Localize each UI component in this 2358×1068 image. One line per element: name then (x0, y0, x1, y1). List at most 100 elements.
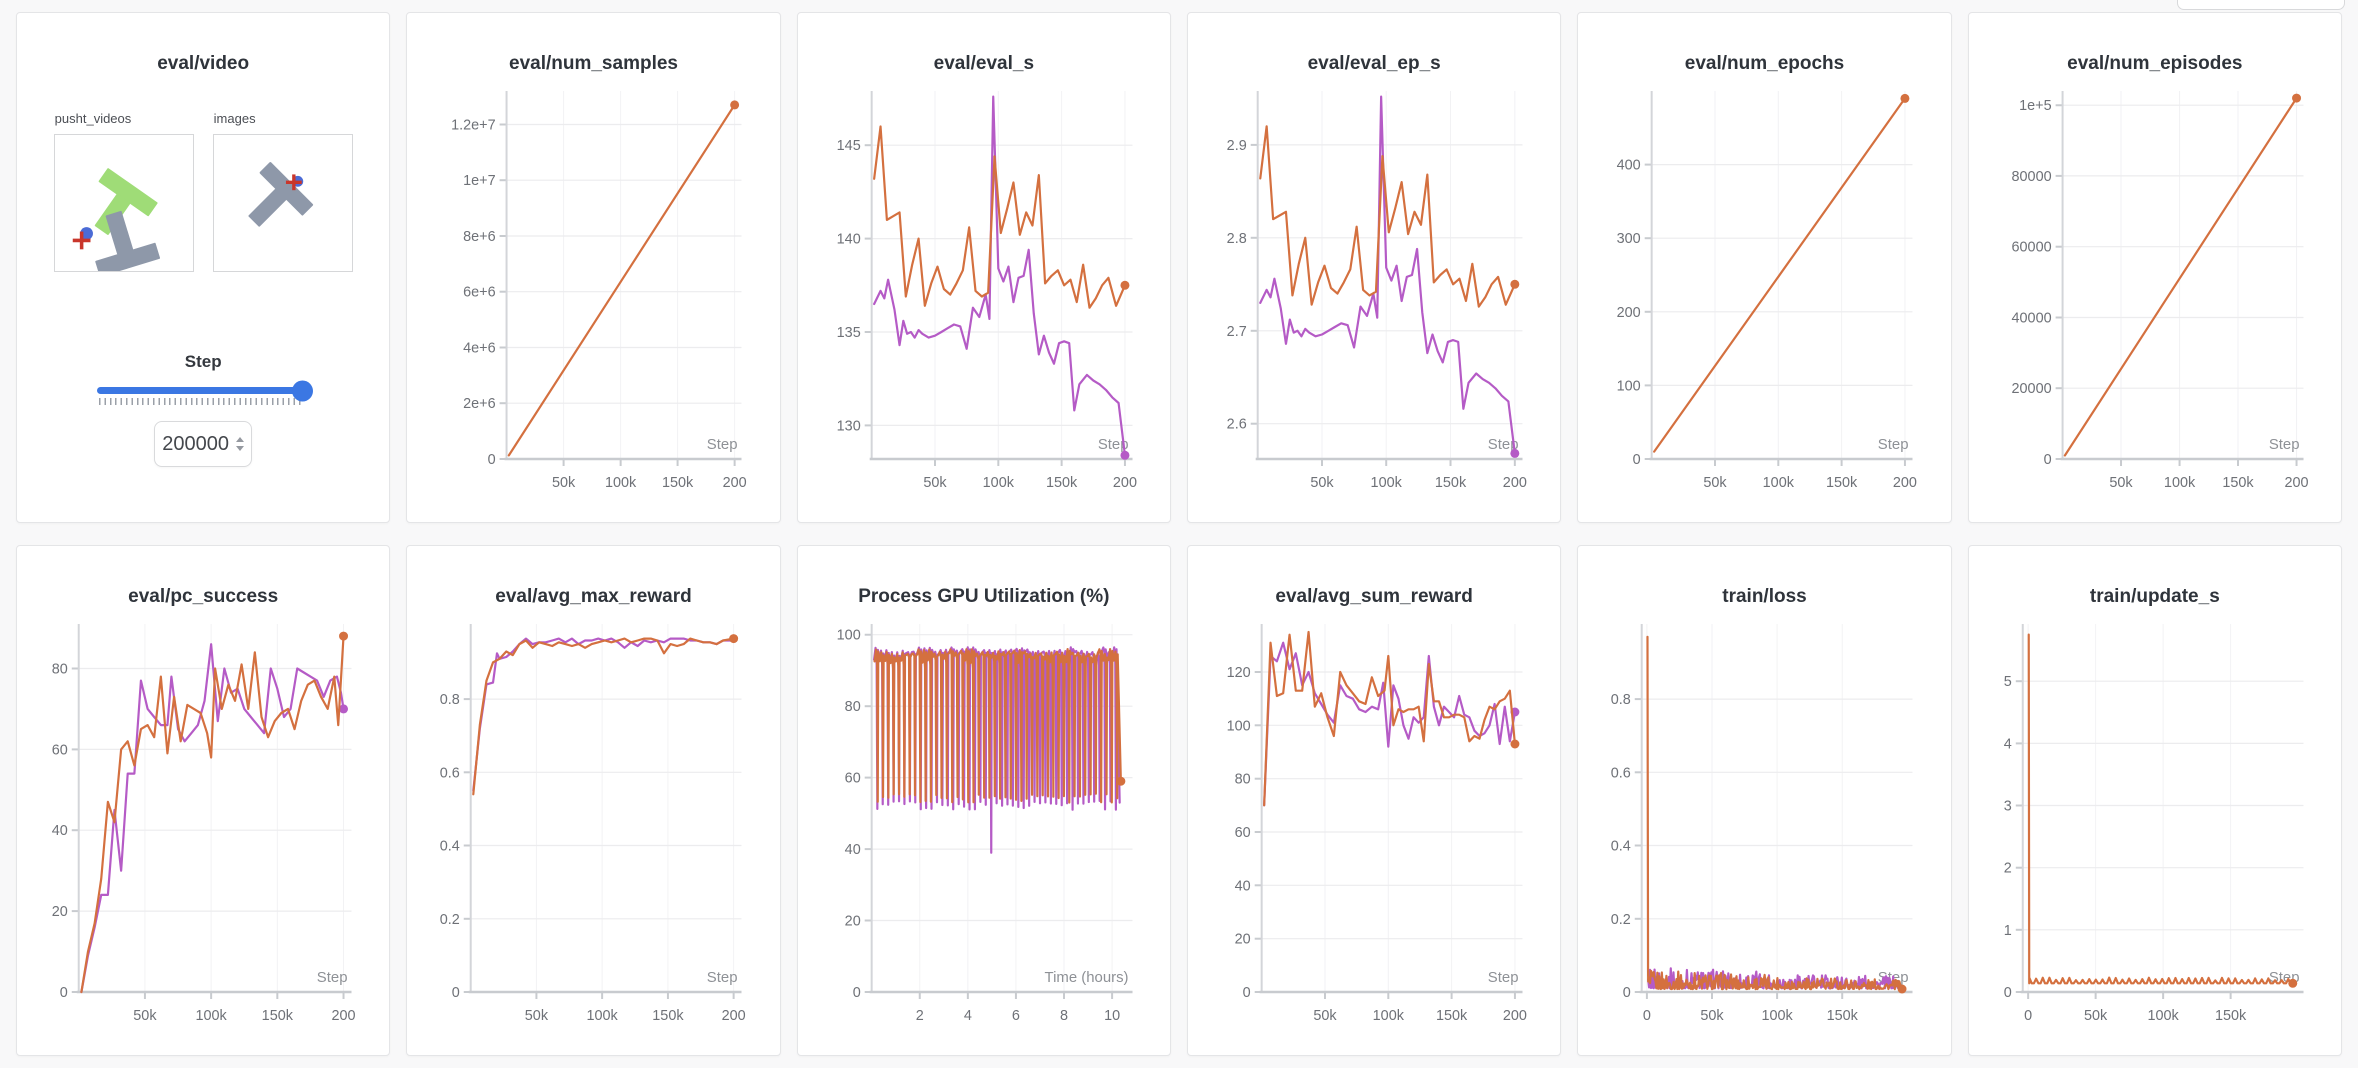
series-line-run-purple (1259, 95, 1516, 455)
x-tick-label: 100k (587, 1008, 619, 1024)
series-line-run-orange (872, 125, 1126, 309)
x-tick-label: 150k (2215, 1008, 2247, 1024)
x-tick-label: 100k (605, 475, 637, 491)
chart-plot-eval-num-samples[interactable]: 50k 100k 150k 200 0 2e+6 4e+6 6e+6 8e+6 1e+7 1.2e+… (407, 77, 779, 517)
chart-panel-eval-num-epochs: eval/num_epochs 50k 100k 150k 200 0 100 200 300… (1577, 12, 1952, 523)
x-tick-label: 2 (915, 1008, 923, 1024)
y-tick-label: 20 (844, 913, 860, 929)
step-slider-title: Step (184, 352, 222, 371)
series-end-dot-run-orange (2291, 93, 2301, 103)
step-input[interactable]: 200000 (154, 421, 253, 467)
media-item-pusht-videos: pusht_videos (53, 111, 194, 272)
chart-title: eval/avg_sum_reward (1275, 586, 1473, 607)
x-tick-label: 10 (1104, 1008, 1120, 1024)
y-tick-label: 60 (52, 742, 68, 758)
chart-panel-eval-eval-ep-s: eval/eval_ep_s 50k 100k 150k 200 2.6 2.7 2.8 2.… (1187, 12, 1562, 523)
x-tick-label: 150k (1826, 475, 1858, 491)
chart-plot-eval-pc-success[interactable]: 50k 100k 150k 200 0 20 40 60 80 Step (17, 610, 389, 1050)
x-tick-label: 50k (133, 1008, 157, 1024)
chart-plot-eval-avg-max-reward[interactable]: 50k 100k 150k 200 0 0.2 0.4 0.6 0.8 Step (407, 610, 779, 1050)
x-tick-label: 50k (1310, 475, 1334, 491)
y-tick-label: 145 (836, 138, 860, 154)
images-thumbnail[interactable] (212, 134, 353, 272)
y-tick-label: 0.6 (1611, 765, 1631, 781)
y-tick-label: 2.6 (1227, 417, 1247, 433)
red-target-cross (72, 231, 91, 250)
y-tick-label: 40 (52, 823, 68, 839)
step-slider[interactable] (97, 380, 314, 405)
series-line-run-orange (80, 635, 345, 994)
chart-panel-eval-num-episodes: eval/num_episodes 50k 100k 150k 200 0 20000 40… (1967, 12, 2342, 523)
x-axis-label: Step (1878, 436, 1909, 453)
y-tick-label: 4 (2003, 736, 2011, 752)
x-axis-label: Step (707, 969, 738, 986)
y-tick-label: 100 (1227, 718, 1251, 734)
cropped-popup-fragment (2177, 0, 2345, 10)
series-line-run-purple (872, 95, 1126, 457)
chart-plot-eval-num-episodes[interactable]: 50k 100k 150k 200 0 20000 40000 60000 80000 1e+5 S… (1969, 77, 2341, 517)
y-tick-label: 2e+6 (463, 396, 495, 412)
slider-tick-marks (99, 398, 302, 405)
y-tick-label: 0 (852, 985, 860, 1001)
step-input-value: 200000 (162, 432, 230, 455)
y-tick-label: 120 (1227, 665, 1251, 681)
y-tick-label: 0 (488, 452, 496, 468)
y-tick-label: 0.2 (1611, 912, 1631, 928)
series-end-dot-run-orange (1510, 279, 1520, 289)
x-tick-label: 8 (1060, 1008, 1068, 1024)
chart-plot-eval-eval-s[interactable]: 50k 100k 150k 200 130 135 140 145 Step (798, 77, 1170, 517)
series-line-run-orange (1259, 125, 1516, 308)
y-tick-label: 1 (2003, 923, 2011, 939)
series-end-dot-run-orange (1900, 93, 1910, 103)
chart-plot-eval-avg-sum-reward[interactable]: 50k 100k 150k 200 0 20 40 60 80 100 120 Step (1188, 610, 1560, 1050)
x-tick-label: 100k (2147, 1008, 2179, 1024)
x-axis-label: Step (1097, 436, 1128, 453)
x-tick-label: 150k (662, 475, 694, 491)
chart-panel-eval-num-samples: eval/num_samples 50k 100k 150k 200 0 2e+6 4e+6… (406, 12, 781, 523)
x-tick-label: 50k (2109, 475, 2133, 491)
y-tick-label: 1e+7 (463, 173, 495, 189)
chart-plot-eval-eval-ep-s[interactable]: 50k 100k 150k 200 2.6 2.7 2.8 2.9 Step (1188, 77, 1560, 517)
slider-track[interactable] (97, 380, 314, 401)
series-end-dot-run-purple (1120, 450, 1130, 460)
y-tick-label: 6e+6 (463, 285, 495, 301)
y-tick-label: 3 (2003, 798, 2011, 814)
x-axis-label: Step (707, 436, 738, 453)
x-tick-label: 150k (1436, 1008, 1468, 1024)
y-tick-label: 20 (52, 904, 68, 920)
y-tick-label: 20000 (2011, 381, 2051, 397)
x-tick-label: 100k (982, 475, 1014, 491)
series-line-run-orange (1263, 630, 1517, 807)
x-tick-label: 50k (525, 1008, 549, 1024)
y-tick-label: 0.4 (1611, 838, 1631, 854)
pusht-video-thumbnail[interactable] (53, 134, 194, 272)
x-tick-label: 200 (723, 475, 747, 491)
stepper-arrows-icon[interactable] (236, 437, 245, 451)
slider-thumb[interactable] (292, 380, 314, 401)
y-tick-label: 1.2e+7 (451, 117, 496, 133)
x-tick-label: 50k (1704, 475, 1728, 491)
y-tick-label: 140 (836, 232, 860, 248)
y-tick-label: 2 (2003, 861, 2011, 877)
y-tick-label: 8e+6 (463, 229, 495, 245)
series-line-run-orange (2027, 633, 2294, 985)
chart-plot-eval-num-epochs[interactable]: 50k 100k 150k 200 0 100 200 300 400 Step (1578, 77, 1950, 517)
series-end-dot-run-orange (1897, 984, 1907, 994)
y-tick-label: 130 (836, 418, 860, 434)
x-tick-label: 200 (1503, 475, 1527, 491)
series-line-run-orange (508, 103, 737, 457)
chart-panel-train-update-s: train/update_s 0 50k 100k 150k 0 1 2 3 4 5 Step (1967, 545, 2342, 1056)
series-end-dot-run-orange (339, 631, 349, 641)
x-tick-label: 50k (1313, 1008, 1337, 1024)
y-tick-label: 100 (836, 628, 860, 644)
y-tick-label: 80 (844, 699, 860, 715)
chart-panel-eval-avg-max-reward: eval/avg_max_reward 50k 100k 150k 200 0 0.2 0.… (406, 545, 781, 1056)
y-tick-label: 20 (1235, 932, 1251, 948)
x-tick-label: 150k (1435, 475, 1467, 491)
chart-panel-gpu-utilization: Process GPU Utilization (%) 2 4 6 8 10 0 20 40 6… (796, 545, 1171, 1056)
x-axis-label: Time (hours) (1044, 969, 1128, 986)
